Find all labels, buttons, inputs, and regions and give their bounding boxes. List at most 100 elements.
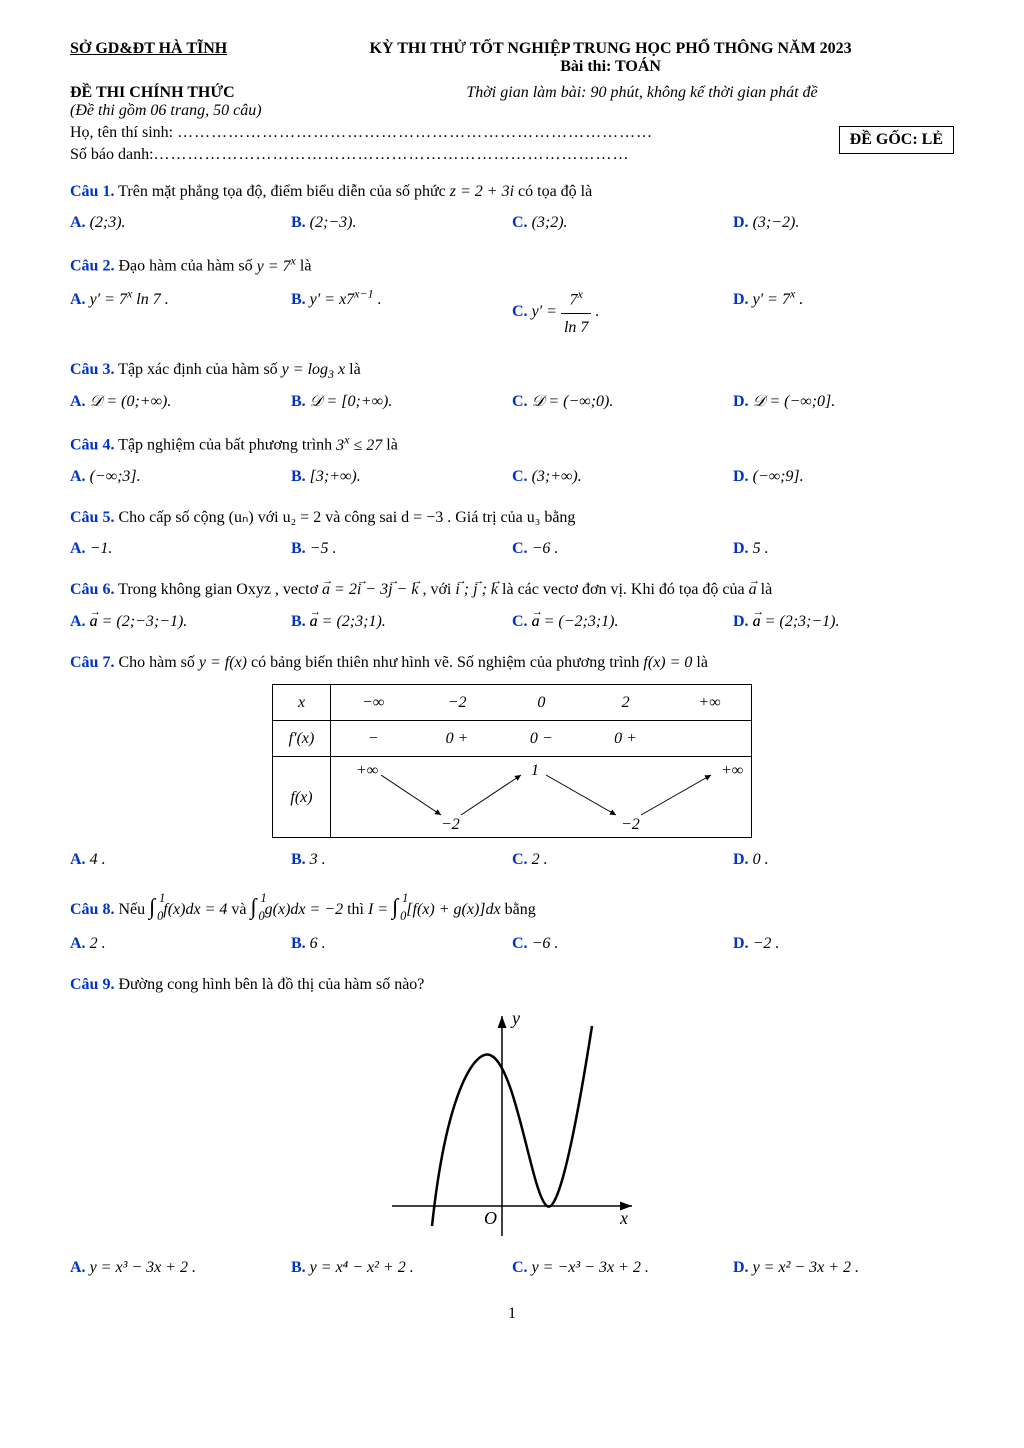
q2-opt-c: y′ = 7xln 7 . [532,303,600,320]
q6-unit: i ; j ; k [455,581,498,598]
q9-opt-a: y = x³ − 3x + 2 . [90,1259,197,1276]
q8-opt-b: 6 . [310,935,326,952]
q1-text-a: Trên mặt phẳng tọa độ, điểm biểu diễn củ… [118,183,450,200]
q9-opt-d: y = x² − 3x + 2 . [753,1259,860,1276]
q6-opt-d: aa = (2;3;−1). [753,613,840,630]
q4-num: Câu 4. [70,437,114,454]
q4-opt-d: (−∞;9]. [753,468,804,485]
svg-text:+∞: +∞ [721,762,743,779]
q2-expr: y = 7x [257,258,296,275]
q7-opt-b: 3 . [310,851,326,868]
q9-opt-b: y = x⁴ − x² + 2 . [310,1259,414,1276]
q5-text: Cho cấp số cộng (uₙ) với u₂ = 2 và công … [118,509,575,526]
q6-text-c: là các vectơ đơn vị. Khi đó tọa độ của [502,581,749,598]
name-label: Họ, tên thí sinh: [70,124,177,141]
question-3: Câu 3. Tập xác định của hàm số y = log3 … [70,356,954,416]
q1-num: Câu 1. [70,183,114,200]
q3-num: Câu 3. [70,361,114,378]
header-right: KỲ THI THỬ TỐT NGHIỆP TRUNG HỌC PHỔ THÔN… [267,40,954,76]
svg-text:1: 1 [531,762,539,779]
cubic-graph: x y O [372,1006,652,1246]
q6-num: Câu 6. [70,581,114,598]
q4-options: A.(−∞;3]. B.[3;+∞). C.(3;+∞). D.(−∞;9]. [70,463,954,490]
q8-text-a: Nếu [118,901,149,918]
q2-options: A.y′ = 7x ln 7 . B.y′ = x7x−1 . C.y′ = 7… [70,284,954,342]
q7-expr1: y = f(x) [199,654,247,671]
question-2: Câu 2. Đạo hàm của hàm số y = 7x là A.y′… [70,250,954,341]
q8-int1: ∫10 f(x)dx = 4 [149,901,227,918]
exam-title: KỲ THI THỬ TỐT NGHIỆP TRUNG HỌC PHỔ THÔN… [267,40,954,58]
q4-text-b: là [386,437,398,454]
q1-options: A.(2;3). B.(2;−3). C.(3;2). D.(3;−2). [70,209,954,236]
svg-text:−2: −2 [441,816,460,833]
dotted-line [177,124,653,141]
question-5: Câu 5. Cho cấp số cộng (uₙ) với u₂ = 2 v… [70,504,954,562]
q4-opt-c: (3;+∞). [532,468,582,485]
q2-opt-d: y′ = 7x . [753,291,804,308]
q5-opt-b: −5 . [310,540,337,557]
q2-num: Câu 2. [70,258,114,275]
q4-expr: 3x ≤ 27 [336,437,382,454]
q6-opt-a: aa = (2;−3;−1). [90,613,188,630]
q1-text-b: có tọa độ là [518,183,592,200]
q6-a: a [749,581,757,598]
q9-text: Đường cong hình bên là đồ thị của hàm số… [118,976,424,993]
time-note: Thời gian làm bài: 90 phút, không kể thờ… [330,84,954,120]
q8-text-c: thì [347,901,368,918]
q3-text-a: Tập xác định của hàm số [118,361,282,378]
svg-text:O: O [484,1208,497,1228]
q3-text-b: là [349,361,361,378]
q3-opt-b: 𝒟 = [0;+∞). [310,393,393,410]
q1-expr: z = 2 + 3i [450,183,514,200]
q8-text-d: bằng [505,901,536,918]
question-4: Câu 4. Tập nghiệm của bất phương trình 3… [70,429,954,490]
question-6: Câu 6. Trong không gian Oxyz , vectơ a =… [70,576,954,634]
page-number: 1 [70,1305,954,1323]
q6-text-a: Trong không gian Oxyz , vectơ [118,581,322,598]
q3-options: A.𝒟 = (0;+∞). B.𝒟 = [0;+∞). C.𝒟 = (−∞;0)… [70,388,954,415]
q4-opt-a: (−∞;3]. [90,468,141,485]
q6-text-d: là [761,581,773,598]
q1-opt-a: (2;3). [90,214,126,231]
q1-opt-c: (3;2). [532,214,568,231]
subheader: ĐỀ THI CHÍNH THỨC (Đề thi gồm 06 trang, … [70,76,954,120]
q7-text-a: Cho hàm số [118,654,198,671]
q6-opt-b: aa = (2;3;1). [310,613,386,630]
pages-note: (Đề thi gồm 06 trang, 50 câu) [70,102,330,120]
q7-opt-d: 0 . [753,851,769,868]
question-1: Câu 1. Trên mặt phẳng tọa độ, điểm biểu … [70,178,954,236]
q3-opt-a: 𝒟 = (0;+∞). [90,393,172,410]
q5-opt-d: 5 . [753,540,769,557]
q8-int2: ∫10 g(x)dx = −2 [250,901,343,918]
t-x: x [272,685,331,721]
q2-opt-b: y′ = x7x−1 . [310,291,382,308]
q5-opt-a: −1. [90,540,113,557]
q1-opt-d: (3;−2). [753,214,800,231]
q6-options: A.aa = (2;−3;−1). B.aa = (2;3;1). C.aa =… [70,608,954,635]
q9-options: A.y = x³ − 3x + 2 . B.y = x⁴ − x² + 2 . … [70,1254,954,1281]
q9-opt-c: y = −x³ − 3x + 2 . [532,1259,649,1276]
q7-text-c: là [696,654,708,671]
q5-num: Câu 5. [70,509,114,526]
variation-table: x −∞ −2 0 2 +∞ f′(x) − 0 + 0 − 0 + f(x) … [272,684,753,838]
q8-options: A.2 . B.6 . C.−6 . D.−2 . [70,930,954,957]
q3-opt-d: 𝒟 = (−∞;0]. [753,393,836,410]
q8-num: Câu 8. [70,901,114,918]
q2-text-b: là [300,258,312,275]
question-8: Câu 8. Nếu ∫10 f(x)dx = 4 và ∫10 g(x)dx … [70,888,954,957]
header: SỞ GD&ĐT HÀ TĨNH KỲ THI THỬ TỐT NGHIỆP T… [70,40,954,76]
q6-expr: a = 2i − 3j − k [322,581,418,598]
q4-opt-b: [3;+∞). [310,468,361,485]
q6-opt-c: aa = (−2;3;1). [532,613,619,630]
q1-opt-b: (2;−3). [310,214,357,231]
dotted-line [154,146,630,163]
q8-opt-c: −6 . [532,935,559,952]
official-label: ĐỀ THI CHÍNH THỨC [70,84,330,102]
svg-text:+∞: +∞ [356,762,378,779]
t-fx: f(x) [272,757,331,838]
svg-text:−2: −2 [621,816,640,833]
id-line: Số báo danh: [70,146,954,164]
name-line: Họ, tên thí sinh: [70,124,954,142]
q8-int3: I = ∫10 [f(x) + g(x)]dx [368,901,501,918]
question-7: Câu 7. Cho hàm số y = f(x) có bảng biến … [70,649,954,874]
